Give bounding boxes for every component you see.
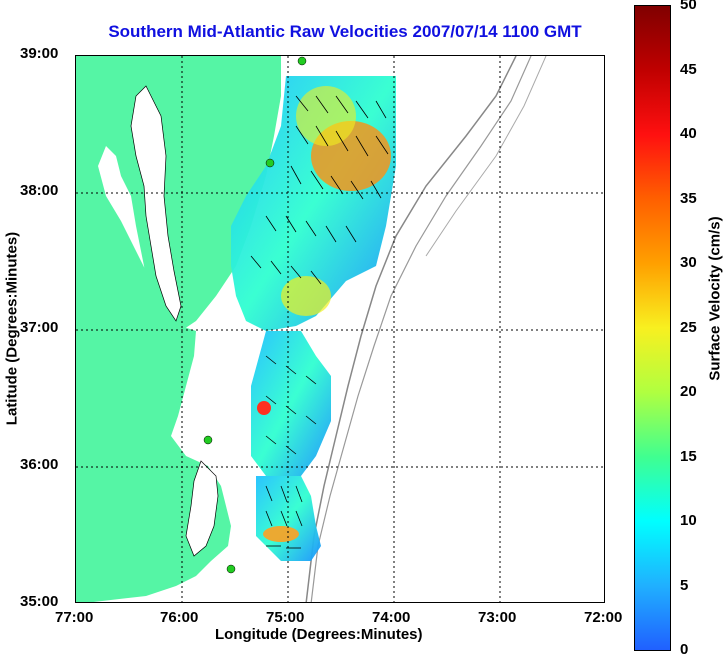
high-velocity-zone (263, 526, 299, 542)
velocity-field (231, 76, 396, 561)
y-tick-label: 38:00 (20, 182, 59, 199)
colorbar-tick-label: 30 (680, 254, 697, 271)
colorbar-tick-label: 50 (680, 0, 697, 13)
x-tick-label: 75:00 (266, 609, 305, 626)
colorbar-tick-label: 15 (680, 448, 697, 465)
high-velocity-zone (296, 86, 356, 146)
station-marker (203, 435, 213, 445)
bathymetry-contour (305, 56, 517, 602)
y-tick-label: 37:00 (20, 319, 59, 336)
station-marker (226, 564, 236, 574)
y-tick-label: 36:00 (20, 456, 59, 473)
colorbar-tick-label: 35 (680, 190, 697, 207)
colorbar-tick-label: 0 (680, 641, 689, 658)
bathymetry-contour (425, 56, 547, 257)
x-tick-label: 73:00 (478, 609, 517, 626)
high-velocity-spot (257, 401, 271, 415)
x-axis-title: Longitude (Degrees:Minutes) (215, 626, 423, 643)
colorbar-tick-label: 5 (680, 577, 689, 594)
colorbar-tick-label: 10 (680, 512, 697, 529)
x-tick-label: 77:00 (55, 609, 94, 626)
station-marker (265, 158, 275, 168)
y-axis-title: Latitude (Degrees:Minutes) (3, 231, 21, 426)
colorbar-title: Surface Velocity (cm/s) (706, 216, 724, 381)
chesapeake-bay (130, 85, 182, 322)
grid-lines (76, 56, 604, 602)
y-tick-label: 35:00 (20, 593, 59, 610)
colorbar-tick-label: 25 (680, 319, 697, 336)
colorbar-tick-label: 40 (680, 125, 697, 142)
velocity-arrows (250, 95, 389, 549)
x-tick-label: 74:00 (372, 609, 411, 626)
colorbar (634, 5, 671, 651)
map-title: Southern Mid-Atlantic Raw Velocities 200… (108, 22, 582, 41)
x-tick-label: 72:00 (584, 609, 623, 626)
colorbar-tick-label: 20 (680, 383, 697, 400)
map-canvas (76, 56, 604, 602)
y-tick-label: 39:00 (20, 45, 59, 62)
pamlico-sound (185, 460, 219, 557)
station-marker (297, 56, 307, 66)
land-mass (76, 56, 281, 602)
high-velocity-zone (281, 276, 331, 316)
map-plot-area (75, 55, 605, 603)
colorbar-tick-label: 45 (680, 61, 697, 78)
x-tick-label: 76:00 (160, 609, 199, 626)
bathymetry-contour (310, 56, 532, 602)
